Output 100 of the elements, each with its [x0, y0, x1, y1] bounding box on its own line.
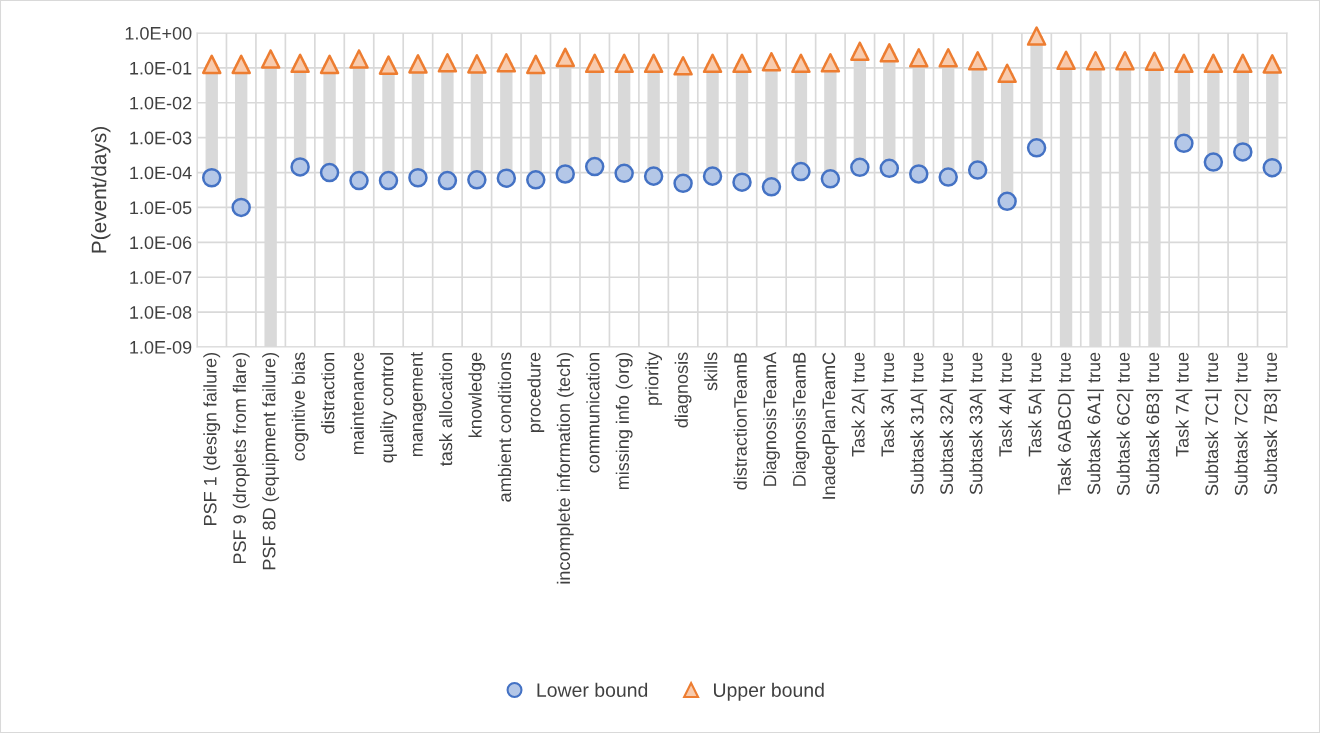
x-tick-label: Task 2A| true — [851, 352, 869, 457]
y-tick-label: 1.0E+00 — [125, 26, 192, 40]
point — [1085, 51, 1106, 71]
point — [1174, 53, 1194, 74]
x-tick-label: skills — [704, 352, 718, 391]
point — [1144, 51, 1165, 71]
x-tick-label: PSF 1 (design failure) — [203, 352, 221, 525]
point — [408, 54, 428, 74]
point — [761, 177, 782, 197]
legend-label: Lower bound — [537, 682, 648, 697]
point — [1233, 53, 1253, 74]
x-tick-label: knowledge — [468, 352, 486, 437]
point — [643, 166, 664, 186]
point — [349, 49, 369, 69]
point — [1026, 138, 1047, 158]
point — [1262, 54, 1283, 74]
point — [526, 54, 546, 75]
point — [850, 41, 870, 61]
point — [378, 170, 399, 191]
point — [526, 170, 546, 190]
x-tick-label: cognitive bias — [291, 352, 309, 461]
point — [1174, 133, 1194, 154]
x-tick-label: priority — [645, 351, 663, 405]
x-tick-label: Subtask 7C1| true — [1204, 352, 1222, 496]
point — [260, 49, 281, 69]
point — [820, 53, 841, 73]
x-tick-label: task allocation — [438, 353, 453, 466]
point — [290, 53, 310, 74]
point — [732, 172, 752, 192]
point — [614, 163, 634, 184]
point — [496, 168, 517, 188]
point — [1203, 152, 1224, 172]
point — [231, 197, 251, 218]
point — [437, 53, 458, 73]
point — [702, 53, 723, 74]
x-tick-label: Task 7A| true — [1175, 352, 1193, 457]
x-tick-label: InadeqPlanTeamC — [821, 352, 839, 499]
point — [467, 170, 487, 190]
y-tick-label: 1.0E-06 — [130, 236, 192, 250]
point — [997, 191, 1017, 212]
point — [909, 48, 929, 68]
point — [467, 54, 487, 74]
point — [791, 161, 811, 182]
point — [997, 63, 1017, 84]
point — [967, 160, 988, 180]
x-tick-label: missing info (org) — [615, 352, 633, 490]
point — [879, 158, 900, 179]
x-tick-label: Subtask 6A1| true — [1087, 352, 1104, 495]
x-tick-label: Task 3A| true — [880, 352, 898, 457]
point — [319, 162, 340, 183]
x-tick-label: Task 5A| true — [1028, 352, 1046, 457]
point — [967, 51, 988, 71]
point — [909, 164, 929, 184]
y-tick-label: 1.0E-08 — [130, 306, 192, 319]
y-tick-label: 1.0E-05 — [130, 201, 192, 215]
x-tick-label: maintenance — [350, 352, 364, 455]
x-tick-label: quality control — [380, 353, 397, 463]
point — [673, 173, 693, 194]
y-tick-label: 1.0E-03 — [130, 131, 192, 145]
x-tick-label: DiagnosisTeamB — [792, 352, 810, 486]
point — [349, 170, 369, 191]
point — [201, 54, 222, 75]
x-tick-label: distractionTeamB — [733, 352, 747, 490]
x-tick-label: procedure — [527, 352, 545, 432]
x-tick-label: ambient conditions — [497, 352, 512, 502]
x-tick-label: Task 4A| true — [998, 352, 1016, 457]
x-tick-label: Subtask 7B3| true — [1263, 352, 1281, 495]
point — [614, 53, 634, 74]
point — [938, 167, 958, 187]
point — [938, 48, 958, 68]
point — [555, 164, 575, 184]
point — [584, 53, 605, 74]
point — [673, 56, 693, 76]
y-tick-label: 1.0E-02 — [130, 96, 192, 110]
point — [1026, 26, 1047, 46]
point — [1115, 51, 1135, 71]
x-tick-label: PSF 9 (droplets from flare) — [232, 352, 250, 564]
x-tick-label: Task 6ABCD| true — [1057, 352, 1075, 495]
point — [879, 43, 900, 63]
x-tick-label: distraction — [321, 353, 335, 434]
y-axis-title: P(event/days) — [91, 127, 111, 253]
x-tick-label: DiagnosisTeamA — [763, 351, 780, 486]
point — [850, 157, 870, 178]
point — [319, 54, 340, 75]
y-tick-label: 1.0E-04 — [130, 166, 192, 180]
x-tick-label: Subtask 7C2| true — [1234, 352, 1252, 496]
point — [702, 166, 723, 186]
point — [496, 53, 517, 73]
x-tick-label: PSF 8D (equipment failure) — [262, 352, 280, 570]
point — [555, 47, 575, 68]
point — [408, 167, 428, 188]
point — [1056, 50, 1076, 71]
point — [1233, 142, 1253, 162]
legend-label: Upper bound — [714, 682, 824, 701]
x-tick-label: incomplete information (tech) — [556, 352, 574, 584]
point — [820, 169, 841, 189]
y-tick-label: 1.0E-07 — [130, 271, 192, 284]
point — [1262, 157, 1283, 178]
point — [761, 51, 782, 72]
x-tick-label: diagnosis — [674, 352, 692, 428]
